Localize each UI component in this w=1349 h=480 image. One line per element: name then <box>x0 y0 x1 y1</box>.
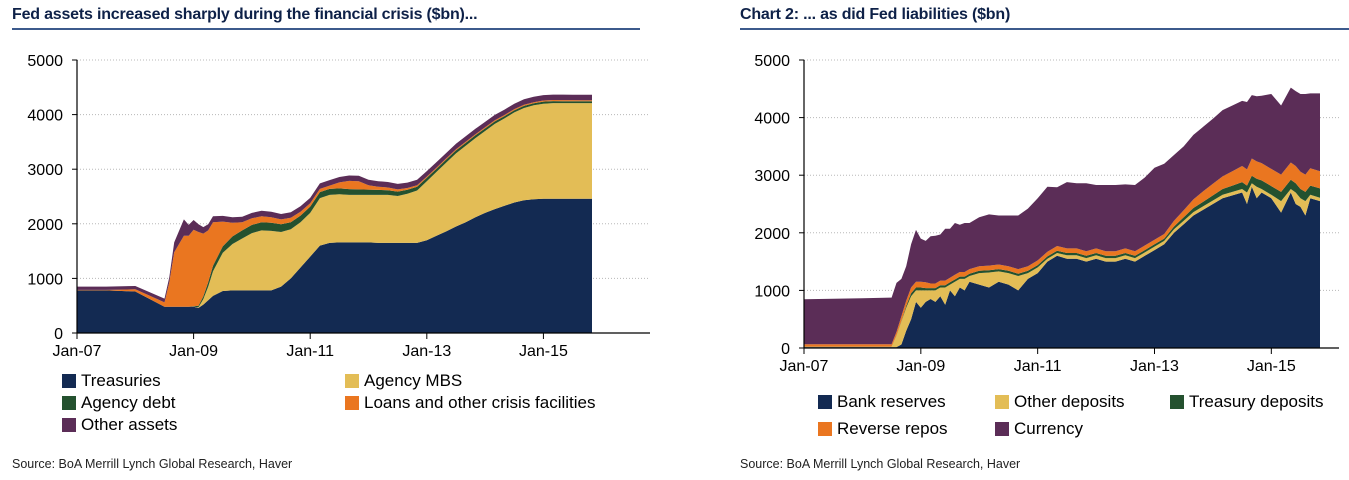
y-tick-label: 1000 <box>27 271 63 288</box>
x-tick-label: Jan-11 <box>286 343 334 360</box>
legend-swatch <box>345 396 359 410</box>
legend-swatch <box>818 395 832 409</box>
legend-swatch <box>995 422 1009 436</box>
legend-label: Treasury deposits <box>1189 392 1324 411</box>
y-tick-label: 4000 <box>27 108 63 125</box>
area-series-treasuries <box>77 198 592 333</box>
legend-label: Agency MBS <box>364 371 463 390</box>
assets-area-chart: 0 1000 2000 3000 4000 5000 Jan-07 Jan-09 Jan-11 J… <box>27 53 650 360</box>
x-tick-label: Jan-11 <box>1014 358 1062 375</box>
legend-swatch <box>1170 395 1184 409</box>
legend-item-treasury-deposits: Treasury deposits <box>1170 392 1323 412</box>
legend-label: Bank reserves <box>837 392 946 411</box>
area-series-reverse-repos <box>804 158 1320 347</box>
legend-label: Loans and other crisis facilities <box>364 393 596 412</box>
legend-item-bank-reserves: Bank reserves <box>818 392 946 412</box>
legend-label: Treasuries <box>81 371 161 390</box>
legend-swatch <box>345 374 359 388</box>
legend-swatch <box>818 422 832 436</box>
x-tick-label: Jan-13 <box>402 343 451 360</box>
y-tick-label: 5000 <box>27 53 63 70</box>
title-underline <box>12 28 640 30</box>
liabilities-area-chart: 0 1000 2000 3000 4000 5000 Jan-07 Jan-09 Jan-11 J… <box>754 53 1339 375</box>
legend-item-agency-debt: Agency debt <box>62 393 176 413</box>
chart-panel-fed-assets: Fed assets increased sharply during the … <box>0 0 660 480</box>
y-tick-label: 1000 <box>754 283 790 300</box>
legend-label: Currency <box>1014 419 1083 438</box>
x-tick-label: Jan-09 <box>169 343 218 360</box>
legend-label: Other deposits <box>1014 392 1125 411</box>
y-tick-label: 5000 <box>754 53 790 70</box>
x-tick-label: Jan-13 <box>1130 358 1179 375</box>
y-tick-label: 0 <box>54 326 63 343</box>
y-tick-label: 2000 <box>27 217 63 234</box>
legend-item-other-deposits: Other deposits <box>995 392 1125 412</box>
y-tick-label: 3000 <box>754 168 790 185</box>
legend-swatch <box>62 374 76 388</box>
chart-title: Chart 2: ... as did Fed liabilities ($bn… <box>740 6 1011 23</box>
legend-label: Other assets <box>81 415 178 434</box>
legend-label: Reverse repos <box>837 419 948 438</box>
area-series-bank-reserves <box>804 186 1320 348</box>
x-tick-label: Jan-07 <box>780 358 829 375</box>
area-series-treasury-deposits <box>804 175 1320 347</box>
legend-item-reverse-repos: Reverse repos <box>818 419 948 439</box>
area-series-agency-mbs <box>77 103 592 308</box>
source-note: Source: BoA Merrill Lynch Global Researc… <box>740 457 1021 471</box>
legend-swatch <box>62 418 76 432</box>
title-underline <box>740 28 1349 30</box>
source-note: Source: BoA Merrill Lynch Global Researc… <box>12 457 293 471</box>
legend-item-loans-and-other-crisis-facilities: Loans and other crisis facilities <box>345 393 596 413</box>
legend-item-treasuries: Treasuries <box>62 371 161 391</box>
chart-title: Fed assets increased sharply during the … <box>12 6 478 23</box>
x-tick-label: Jan-15 <box>519 343 568 360</box>
legend-swatch <box>995 395 1009 409</box>
legend-label: Agency debt <box>81 393 176 412</box>
x-tick-label: Jan-09 <box>896 358 945 375</box>
y-tick-label: 0 <box>781 341 790 358</box>
area-series-loans-and-other-crisis-facilities <box>77 100 592 307</box>
y-tick-label: 2000 <box>754 226 790 243</box>
legend-swatch <box>62 396 76 410</box>
x-tick-label: Jan-15 <box>1247 358 1296 375</box>
legend-item-other-assets: Other assets <box>62 415 177 435</box>
legend-item-agency-mbs: Agency MBS <box>345 371 462 391</box>
legend-item-currency: Currency <box>995 419 1083 439</box>
x-tick-label: Jan-07 <box>53 343 102 360</box>
y-tick-label: 4000 <box>754 111 790 128</box>
chart-panel-fed-liabilities: Chart 2: ... as did Fed liabilities ($bn… <box>730 0 1349 480</box>
area-series-currency <box>804 87 1320 345</box>
y-tick-label: 3000 <box>27 162 63 179</box>
